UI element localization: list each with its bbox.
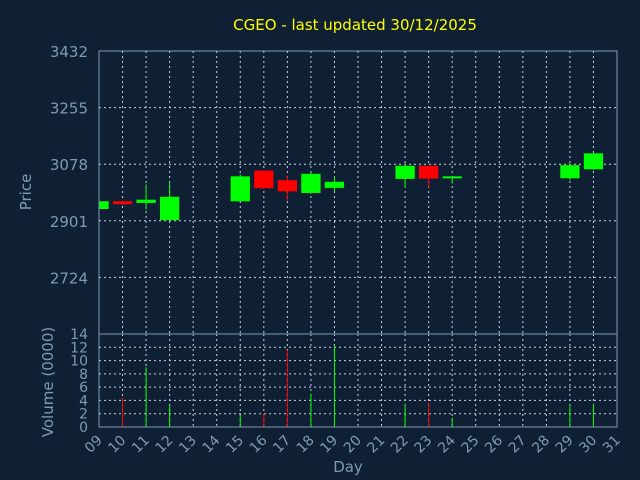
volume-tick-label: 14 bbox=[70, 327, 88, 343]
price-candles bbox=[98, 152, 604, 222]
candle-body bbox=[324, 181, 345, 188]
candle-body bbox=[395, 165, 415, 179]
candle-body bbox=[301, 173, 321, 193]
price-tick-label: 2901 bbox=[50, 213, 88, 231]
volume-tick-label: 6 bbox=[79, 380, 88, 396]
candle-body bbox=[418, 165, 439, 179]
candle-body bbox=[560, 165, 580, 179]
volume-tick-label: 10 bbox=[70, 354, 88, 370]
price-tick-label: 2724 bbox=[50, 269, 88, 287]
candle-body bbox=[159, 196, 180, 221]
candle-body bbox=[136, 199, 156, 203]
chart-title: CGEO - last updated 30/12/2025 bbox=[233, 16, 477, 34]
price-tick-label: 3432 bbox=[50, 43, 88, 61]
volume-tick-label: 2 bbox=[79, 407, 88, 423]
volume-tick-label: 0 bbox=[79, 420, 88, 436]
candle-body bbox=[583, 153, 604, 170]
price-tick-label: 3255 bbox=[50, 100, 88, 118]
price-tick-label: 3078 bbox=[50, 156, 88, 174]
price-axis-label: Price bbox=[17, 174, 35, 211]
candle-body bbox=[112, 201, 133, 205]
price-axis-ticks: 3432 3255 3078 2901 2724 bbox=[50, 43, 88, 287]
volume-axis-label: Volume (0000) bbox=[39, 327, 57, 437]
candle-body bbox=[230, 176, 250, 202]
day-axis-label: Day bbox=[333, 458, 363, 476]
price-grid bbox=[98, 50, 618, 334]
candle-body bbox=[99, 201, 109, 209]
volume-tick-label: 4 bbox=[79, 393, 88, 409]
volume-plot-frame bbox=[98, 333, 618, 428]
candle-body bbox=[277, 180, 298, 192]
candle-body bbox=[254, 170, 274, 189]
volume-tick-label: 12 bbox=[70, 340, 88, 356]
volume-tick-label: 8 bbox=[79, 367, 88, 383]
volume-bars bbox=[122, 345, 594, 427]
day-axis-ticks: 09 10 11 12 13 14 15 16 17 18 19 20 21 22 23 24 25 26 27 28… bbox=[82, 432, 624, 456]
candle-body bbox=[442, 176, 462, 179]
